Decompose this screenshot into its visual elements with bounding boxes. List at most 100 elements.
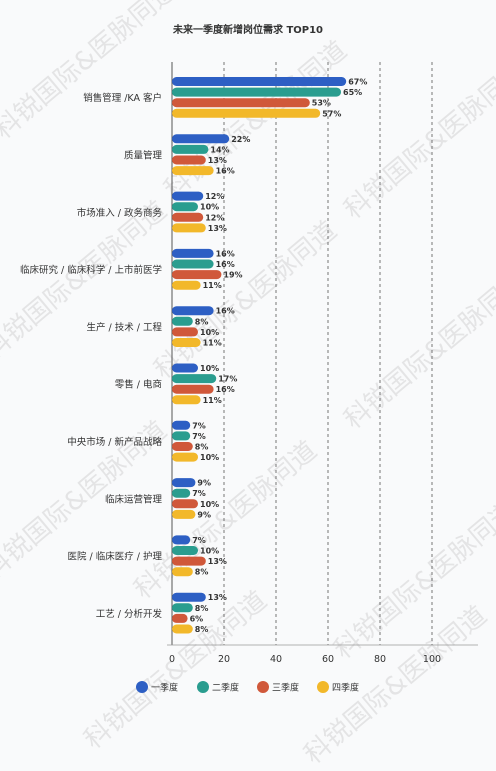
legend-label[interactable]: 二季度	[212, 682, 239, 694]
bar	[172, 87, 341, 97]
bar	[172, 98, 310, 108]
category-label: 中央市场 / 新产品战略	[67, 436, 162, 448]
data-label: 6%	[190, 614, 204, 623]
data-label: 8%	[195, 568, 209, 577]
data-label: 53%	[312, 99, 331, 108]
legend-label[interactable]: 三季度	[272, 682, 299, 694]
grid-lines	[167, 62, 478, 646]
bar	[172, 77, 347, 86]
bar	[172, 374, 217, 384]
data-label: 11%	[203, 281, 222, 290]
bar	[172, 592, 206, 602]
bar	[172, 535, 191, 545]
data-label: 10%	[200, 203, 219, 212]
bar	[172, 259, 214, 269]
data-label: 65%	[343, 88, 362, 97]
legend-label[interactable]: 一季度	[151, 682, 178, 694]
bar	[172, 499, 198, 509]
bar	[172, 546, 198, 555]
data-label: 10%	[200, 328, 219, 337]
category-label: 销售管理 /KA 客户	[83, 92, 162, 104]
bar	[172, 134, 230, 144]
data-label: 10%	[200, 453, 219, 462]
category-label: 工艺 / 分析开发	[96, 608, 163, 620]
x-tick-label: 40	[270, 654, 282, 665]
bar	[172, 223, 206, 233]
bar	[172, 144, 209, 154]
data-label: 8%	[195, 604, 209, 613]
category-label: 质量管理	[124, 150, 163, 162]
legend-marker[interactable]	[257, 681, 269, 693]
chart-title: 未来一季度新增岗位需求 TOP10	[172, 23, 323, 36]
bar	[172, 280, 201, 290]
bar	[172, 155, 206, 165]
data-label: 7%	[192, 432, 206, 441]
data-label: 16%	[216, 307, 235, 316]
bar	[172, 603, 193, 613]
data-label: 16%	[216, 249, 235, 258]
data-label: 11%	[203, 339, 222, 348]
bar	[172, 248, 214, 258]
data-label: 8%	[195, 625, 209, 634]
data-label: 16%	[216, 385, 235, 394]
x-axis: 0 20 40 60 80 100	[169, 654, 441, 665]
data-label: 8%	[195, 443, 209, 452]
data-label: 57%	[322, 109, 341, 118]
category-label: 零售 / 电商	[115, 379, 162, 391]
bar	[172, 316, 193, 326]
bar	[172, 488, 191, 498]
data-label: 16%	[216, 167, 235, 176]
data-label: 8%	[195, 317, 209, 326]
x-tick-label: 20	[218, 654, 230, 665]
data-label: 12%	[205, 192, 224, 201]
legend-marker[interactable]	[197, 681, 209, 693]
bar	[172, 442, 193, 451]
bar	[172, 478, 196, 488]
data-label: 12%	[205, 213, 224, 222]
data-label: 22%	[231, 135, 250, 144]
bar	[172, 395, 201, 405]
legend-marker[interactable]	[136, 681, 148, 693]
legend[interactable]: 一季度 二季度 三季度 四季度	[136, 681, 359, 694]
category-label: 市场准入 / 政务商务	[77, 207, 163, 219]
bar	[172, 108, 321, 118]
category-label: 医院 / 临床医疗 / 护理	[68, 551, 163, 563]
data-label: 11%	[203, 396, 222, 405]
data-label: 17%	[218, 375, 237, 384]
data-label: 7%	[192, 536, 206, 545]
bar	[172, 166, 214, 176]
bar	[172, 556, 206, 566]
data-label: 67%	[348, 78, 367, 87]
data-label: 16%	[216, 260, 235, 269]
data-label: 13%	[208, 224, 227, 233]
category-label: 临床研究 / 临床科学 / 上市前医学	[20, 264, 162, 276]
bar	[172, 509, 196, 519]
data-label: 10%	[200, 364, 219, 373]
data-label: 9%	[197, 479, 211, 488]
x-tick-label: 60	[322, 654, 334, 665]
data-label: 19%	[223, 271, 242, 280]
bar	[172, 191, 204, 201]
bar	[172, 202, 198, 212]
bar	[172, 624, 193, 634]
data-label: 7%	[192, 421, 206, 430]
bar	[172, 613, 188, 623]
category-label: 生产 / 技术 / 工程	[87, 321, 163, 333]
category-label: 临床运营管理	[105, 493, 163, 505]
x-tick-label: 80	[374, 654, 386, 665]
legend-marker[interactable]	[317, 681, 329, 693]
bar	[172, 384, 214, 394]
bar	[172, 338, 201, 347]
bar	[172, 452, 198, 462]
bar	[172, 420, 191, 430]
data-label: 10%	[200, 547, 219, 556]
x-tick-label: 0	[169, 654, 175, 665]
data-label: 14%	[210, 145, 229, 154]
legend-label[interactable]: 四季度	[332, 682, 359, 694]
bar	[172, 327, 198, 337]
bar	[172, 363, 198, 373]
x-tick-label: 100	[423, 654, 441, 665]
bar	[172, 270, 222, 280]
